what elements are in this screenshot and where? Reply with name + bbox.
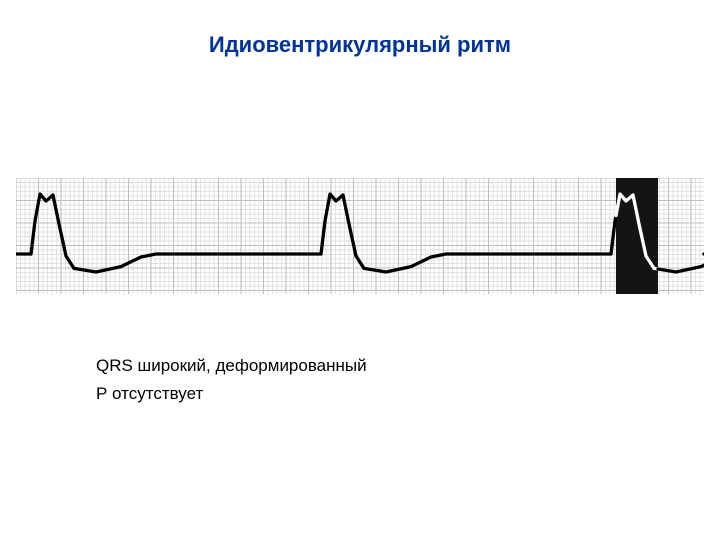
caption-p: Р отсутствует xyxy=(96,384,203,404)
caption-qrs: QRS широкий, деформированный xyxy=(96,356,367,376)
slide-title: Идиовентрикулярный ритм xyxy=(0,32,720,58)
slide: { "title": { "text": "Идиовентрикулярный… xyxy=(0,0,720,540)
ecg-svg xyxy=(16,178,704,294)
ecg-strip xyxy=(16,178,704,294)
